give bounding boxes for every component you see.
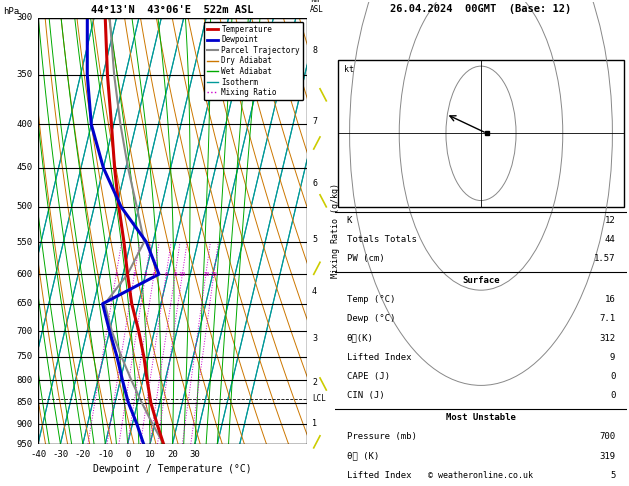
Text: 25: 25: [210, 272, 218, 277]
Text: 20: 20: [202, 272, 209, 277]
Text: 319: 319: [599, 451, 615, 461]
Text: -20: -20: [75, 450, 91, 459]
Text: 2: 2: [312, 378, 317, 387]
Text: 8: 8: [312, 47, 317, 55]
Text: 750: 750: [16, 352, 33, 361]
Text: 300: 300: [16, 14, 33, 22]
Text: CAPE (J): CAPE (J): [347, 372, 390, 381]
Text: 1: 1: [114, 272, 118, 277]
Text: 44°13'N  43°06'E  522m ASL: 44°13'N 43°06'E 522m ASL: [91, 5, 253, 15]
Text: 10: 10: [179, 272, 186, 277]
Text: 12: 12: [604, 215, 615, 225]
Text: 8: 8: [174, 272, 177, 277]
Text: 9: 9: [610, 353, 615, 362]
Text: 26.04.2024  00GMT  (Base: 12): 26.04.2024 00GMT (Base: 12): [391, 4, 572, 15]
Text: 16: 16: [604, 295, 615, 304]
Text: 20: 20: [167, 450, 178, 459]
Text: 6: 6: [312, 179, 317, 189]
Text: LCL: LCL: [312, 394, 326, 403]
Text: 5: 5: [610, 471, 615, 480]
Text: 2: 2: [133, 272, 136, 277]
Text: km
ASL: km ASL: [310, 0, 324, 14]
Bar: [338, 60, 624, 207]
Text: Temp (°C): Temp (°C): [347, 295, 395, 304]
Text: 500: 500: [16, 202, 33, 211]
Text: Lifted Index: Lifted Index: [347, 353, 411, 362]
Text: 700: 700: [16, 327, 33, 336]
Text: θᴇ (K): θᴇ (K): [347, 451, 379, 461]
Text: 7.1: 7.1: [599, 314, 615, 323]
Text: Surface: Surface: [462, 276, 500, 285]
Text: kt: kt: [344, 65, 353, 74]
Text: 800: 800: [16, 376, 33, 385]
Text: Dewp (°C): Dewp (°C): [347, 314, 395, 323]
Text: 10: 10: [145, 450, 155, 459]
Text: 0: 0: [125, 450, 130, 459]
Text: 0: 0: [610, 372, 615, 381]
Text: 3: 3: [144, 272, 148, 277]
Text: 950: 950: [16, 439, 33, 449]
Text: θᴇ(K): θᴇ(K): [347, 333, 374, 343]
Text: CIN (J): CIN (J): [347, 391, 384, 400]
Text: 7: 7: [312, 117, 317, 126]
Text: 4: 4: [152, 272, 156, 277]
Text: 700: 700: [599, 433, 615, 441]
Text: 900: 900: [16, 419, 33, 429]
Text: 400: 400: [16, 120, 33, 129]
Text: 550: 550: [16, 238, 33, 246]
Text: © weatheronline.co.uk: © weatheronline.co.uk: [428, 471, 533, 480]
Text: 5: 5: [312, 236, 317, 244]
Text: 1: 1: [312, 419, 317, 428]
Text: 0: 0: [610, 391, 615, 400]
Text: -30: -30: [52, 450, 69, 459]
Text: 4: 4: [312, 287, 317, 295]
Text: PW (cm): PW (cm): [347, 254, 384, 263]
Text: Most Unstable: Most Unstable: [446, 413, 516, 422]
Text: 44: 44: [604, 235, 615, 244]
Text: 650: 650: [16, 299, 33, 308]
Text: Totals Totals: Totals Totals: [347, 235, 416, 244]
Text: 350: 350: [16, 70, 33, 80]
Legend: Temperature, Dewpoint, Parcel Trajectory, Dry Adiabat, Wet Adiabat, Isotherm, Mi: Temperature, Dewpoint, Parcel Trajectory…: [204, 22, 303, 100]
Text: 3: 3: [312, 334, 317, 343]
Text: Mixing Ratio (g/kg): Mixing Ratio (g/kg): [330, 184, 340, 278]
Text: 6: 6: [164, 272, 168, 277]
Text: 850: 850: [16, 399, 33, 407]
Text: 600: 600: [16, 270, 33, 278]
Text: K: K: [347, 215, 352, 225]
Text: -10: -10: [97, 450, 113, 459]
Text: hPa: hPa: [3, 7, 19, 16]
Text: -40: -40: [30, 450, 46, 459]
Text: 30: 30: [189, 450, 200, 459]
Text: 312: 312: [599, 333, 615, 343]
Text: Pressure (mb): Pressure (mb): [347, 433, 416, 441]
Text: Dewpoint / Temperature (°C): Dewpoint / Temperature (°C): [93, 464, 252, 474]
Text: 1.57: 1.57: [594, 254, 615, 263]
Text: 450: 450: [16, 163, 33, 173]
Text: Lifted Index: Lifted Index: [347, 471, 411, 480]
